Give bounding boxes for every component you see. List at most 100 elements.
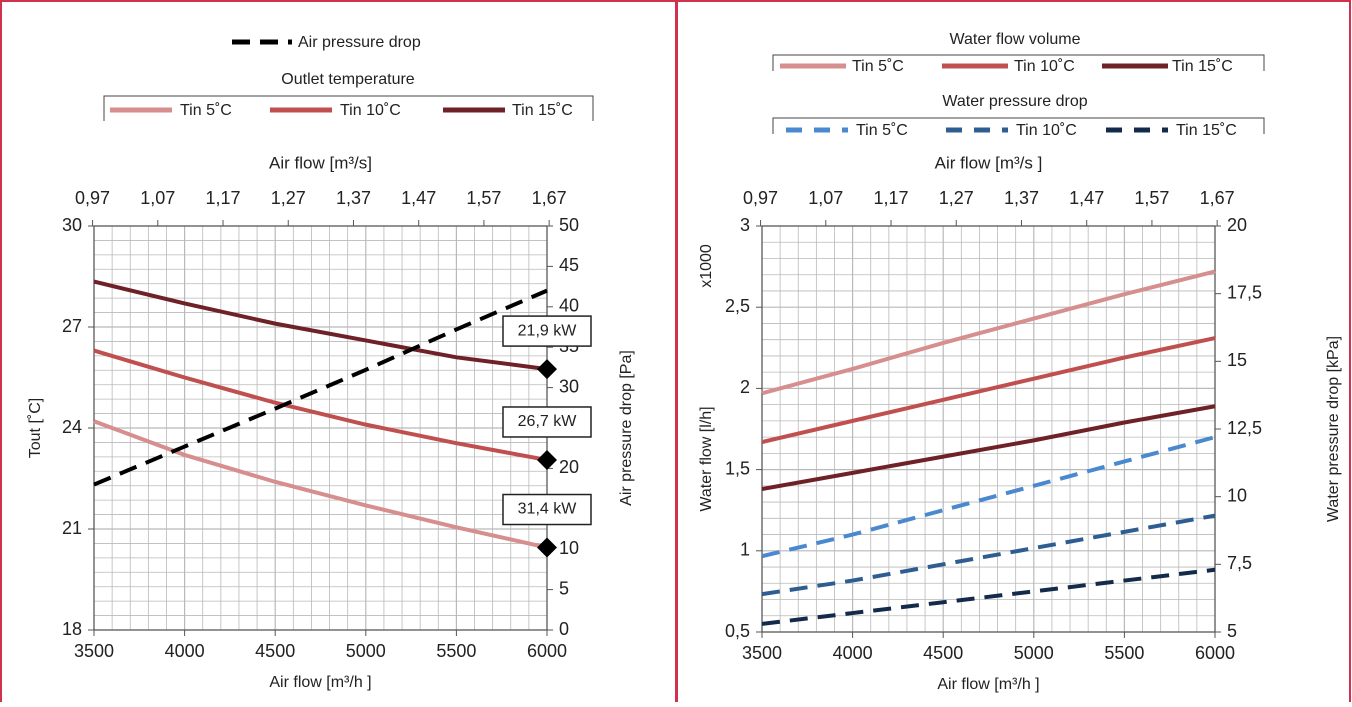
x-tick-label: 6000	[1195, 643, 1235, 663]
y-right-tick-label: 5	[1227, 621, 1237, 641]
legend-group-title-water-flow: Water flow volume	[950, 31, 1081, 48]
legend-group-title-water-pd: Water pressure drop	[942, 93, 1087, 110]
plot-area	[762, 226, 1215, 632]
y-right-tick-label: 20	[1227, 215, 1247, 235]
x-tick-label: 4000	[833, 643, 873, 663]
legend-item-label: Tin 15˚C	[1176, 122, 1237, 139]
legend-group-bracket	[772, 54, 1265, 71]
series-line-4	[761, 513, 1216, 597]
y-left-axis-title: Water flow [l/h]	[698, 406, 715, 511]
callout-label: 21,9 kW	[518, 322, 578, 339]
y-left-tick-label: 21	[62, 518, 82, 538]
series-line-1	[761, 336, 1216, 444]
y-left-tick-label: 3	[740, 215, 750, 235]
legend-item-label: Tin 5˚C	[856, 122, 908, 139]
y-right-tick-label: 12,5	[1227, 418, 1262, 438]
top-tick-label: 1,27	[271, 188, 306, 208]
x-tick-label: 6000	[527, 641, 567, 661]
top-tick-label: 1,17	[205, 188, 240, 208]
legend-item-label: Tin 15˚C	[512, 102, 573, 119]
legend-item-label: Tin 10˚C	[340, 102, 401, 119]
y-left-tick-label: 24	[62, 417, 82, 437]
x-tick-label: 4500	[923, 643, 963, 663]
top-axis-title: Air flow [m³/s ]	[935, 153, 1043, 172]
y-left-tick-label: 1	[740, 540, 750, 560]
right-panel-frame	[676, 0, 1351, 707]
legend-item-label: Tin 10˚C	[1014, 58, 1075, 75]
callout-marker	[537, 449, 557, 470]
top-tick-label: 0,97	[743, 188, 778, 208]
y-left-tick-label: 30	[62, 215, 82, 235]
y-right-tick-label: 40	[559, 296, 579, 316]
series-line-2	[93, 279, 548, 372]
x-tick-label: 5500	[1104, 643, 1144, 663]
legend-item-label: Tin 15˚C	[1172, 58, 1233, 75]
y-left-tick-label: 18	[62, 619, 82, 639]
y-left-axis-title: Tout [˚C]	[27, 398, 44, 458]
y-right-tick-label: 7,5	[1227, 553, 1252, 573]
callout-box	[502, 406, 592, 438]
x-tick-label: 4000	[165, 641, 205, 661]
x-axis-title: Air flow [m³/h ]	[937, 676, 1039, 693]
y-left-tick-label: 27	[62, 316, 82, 336]
y-right-tick-label: 5	[559, 578, 569, 598]
top-axis-title: Air flow [m³/s]	[269, 153, 372, 172]
callout-marker	[537, 359, 557, 380]
x-axis-title: Air flow [m³/h ]	[269, 674, 371, 691]
y-right-tick-label: 20	[559, 457, 579, 477]
y-right-tick-label: 10	[559, 538, 579, 558]
top-tick-label: 1,07	[808, 188, 843, 208]
top-tick-label: 1,67	[532, 188, 567, 208]
y-left-tick-label: 1,5	[725, 458, 750, 478]
y-left-tick-label: 2,5	[725, 296, 750, 316]
legend-item-label: Tin 5˚C	[180, 102, 232, 119]
y-right-tick-label: 17,5	[1227, 282, 1262, 302]
series-line-3	[93, 288, 548, 487]
legend-item-label: Tin 10˚C	[1016, 122, 1077, 139]
callout-box	[502, 315, 592, 347]
y-left-tick-label: 0,5	[725, 621, 750, 641]
top-tick-label: 1,67	[1200, 188, 1235, 208]
x-tick-label: 5000	[1014, 643, 1054, 663]
y-right-tick-label: 30	[559, 376, 579, 396]
y-right-axis-title: Air pressure drop [Pa]	[618, 350, 635, 506]
legend-group-title: Outlet temperature	[281, 71, 415, 88]
top-tick-label: 1,27	[939, 188, 974, 208]
series-line-0	[761, 269, 1216, 396]
top-tick-label: 1,47	[401, 188, 436, 208]
y-right-axis-title: Water pressure drop [kPa]	[1325, 336, 1342, 522]
right-chart: 3500 4000 4500 5000 5500 6000 Air flow [m³/h ]…	[698, 31, 1342, 693]
series-line-2	[761, 404, 1216, 492]
callout-label: 26,7 kW	[518, 413, 578, 430]
top-tick-label: 1,37	[336, 188, 371, 208]
legend-group-bracket	[772, 117, 1265, 134]
y-left-tick-label: 2	[740, 377, 750, 397]
callout-label: 31,4 kW	[518, 501, 578, 518]
top-tick-label: 1,47	[1069, 188, 1104, 208]
legend-label-air-pressure-drop: Air pressure drop	[298, 34, 421, 51]
series-line-1	[93, 348, 548, 462]
x-tick-label: 3500	[742, 643, 782, 663]
series-line-5	[761, 567, 1216, 626]
left-chart: 3500 4000 4500 5000 5500 6000 Air flow [m³/h ]…	[27, 34, 635, 691]
top-tick-label: 0,97	[75, 188, 110, 208]
top-tick-label: 1,07	[140, 188, 175, 208]
x-tick-label: 4500	[255, 641, 295, 661]
top-tick-label: 1,57	[1134, 188, 1169, 208]
y-right-tick-label: 45	[559, 255, 579, 275]
callout-box	[502, 493, 592, 526]
series-line-3	[761, 435, 1216, 559]
y-right-tick-label: 15	[1227, 350, 1247, 370]
x-tick-label: 5500	[436, 641, 476, 661]
x-tick-label: 5000	[346, 641, 386, 661]
y-right-tick-label: 50	[559, 215, 579, 235]
x-tick-label: 3500	[74, 641, 114, 661]
top-tick-label: 1,57	[466, 188, 501, 208]
y-right-tick-label: 10	[1227, 485, 1247, 505]
y-left-multiplier: x1000	[698, 244, 715, 288]
top-tick-label: 1,17	[873, 188, 908, 208]
callout-marker	[537, 537, 557, 558]
legend-group-bracket	[103, 95, 594, 121]
